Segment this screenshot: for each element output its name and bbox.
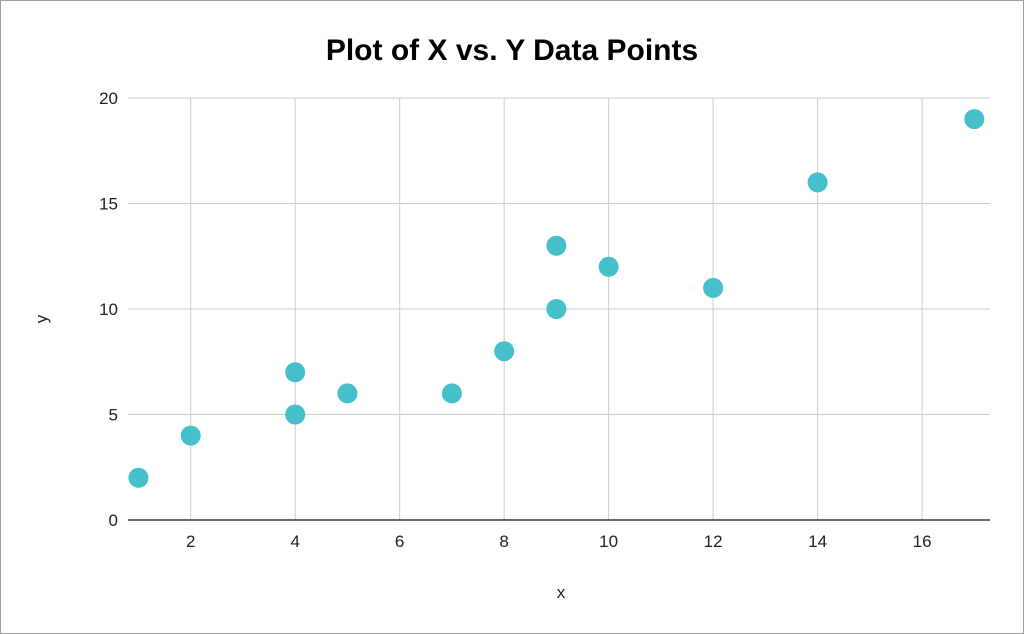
x-tick-label: 4 [290,532,299,551]
data-point [546,299,567,319]
x-tick-label: 10 [599,532,618,551]
data-point [285,404,306,425]
y-tick-label: 5 [109,406,118,425]
data-point [703,277,724,298]
y-tick-label: 10 [99,300,118,319]
data-point [337,383,358,404]
data-point [598,256,619,277]
data-point [964,109,985,130]
x-tick-label: 6 [395,532,404,551]
x-tick-label: 2 [186,532,195,551]
chart-title: Plot of X vs. Y Data Points [326,34,698,67]
data-point [180,425,201,446]
y-tick-label: 20 [99,89,118,108]
data-point [807,172,828,193]
x-tick-label: 8 [499,532,508,551]
y-tick-label: 15 [99,195,118,214]
x-tick-labels: 2 4 6 8 10 12 14 16 [186,532,932,551]
data-point [285,362,306,383]
grid-lines [128,97,990,520]
data-point [546,235,567,256]
x-tick-label: 16 [913,532,932,551]
x-axis-label: x [557,583,566,602]
data-point [128,467,149,488]
data-point [494,341,515,362]
x-tick-label: 14 [808,532,827,551]
data-point [441,383,462,404]
y-axis-label: y [32,314,51,323]
y-tick-labels: 0 5 10 15 20 [99,89,118,530]
data-points [128,109,985,488]
x-tick-label: 12 [704,532,723,551]
y-tick-label: 0 [109,511,118,530]
